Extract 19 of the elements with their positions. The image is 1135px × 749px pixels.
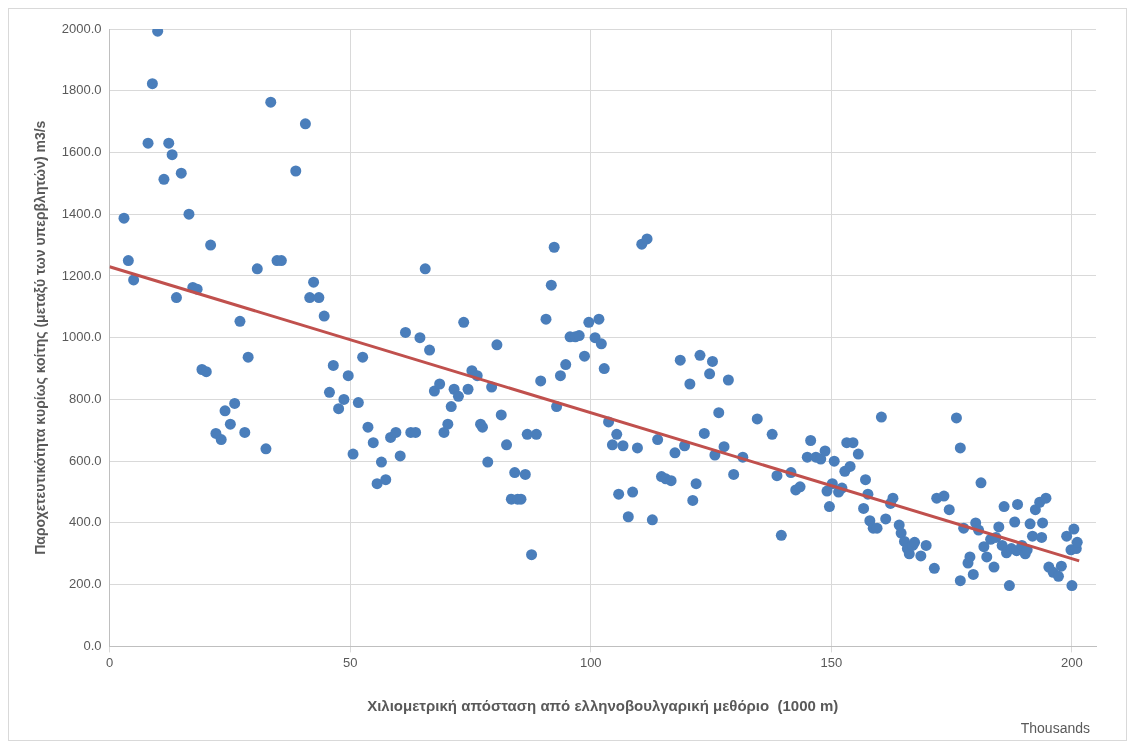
y-tick-label: 1200.0 [61, 267, 102, 283]
text: Thousands [1020, 719, 1090, 736]
y-tick-label: 1600.0 [61, 144, 102, 160]
y-tick-label: 200.0 [69, 576, 102, 592]
x-tick-label: 200 [1061, 654, 1083, 670]
y-tick-label: 0.0 [83, 637, 102, 653]
y-tick-label: 400.0 [69, 514, 102, 530]
x-tick-label: 150 [820, 654, 843, 670]
y-tick-label: 1800.0 [61, 82, 102, 98]
x-tick-label: 100 [579, 654, 602, 670]
x-axis-title: Χιλιομετρική απόσταση από ελληνοβουλγαρική μεθόριο (1000 m) [367, 697, 839, 715]
y-axis-title: Παροχετευτικότητα κυρίως κοίτης (μεταξύ των υπερβλητών) m3/s [32, 120, 49, 555]
y-tick-label: 800.0 [69, 391, 102, 407]
y-tick-label: 2000.0 [61, 20, 102, 36]
y-tick-label: 1000.0 [61, 329, 102, 345]
y-tick-label: 600.0 [69, 452, 102, 468]
y-tick-label: 1400.0 [61, 205, 102, 221]
x-tick-label: 0 [105, 654, 114, 670]
x-tick-label: 50 [342, 654, 358, 670]
